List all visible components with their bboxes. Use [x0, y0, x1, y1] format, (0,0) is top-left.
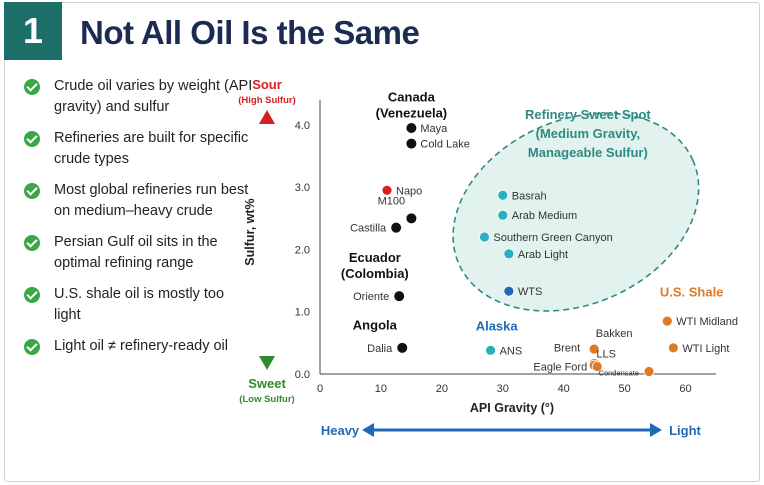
y-tick-label: 2.0	[295, 244, 310, 256]
data-point-label: Arab Medium	[512, 210, 577, 222]
data-point-label: Maya	[420, 123, 448, 135]
y-tick-label: 1.0	[295, 307, 310, 319]
data-point-label: LLS	[596, 348, 616, 360]
light-label: Light	[669, 423, 701, 438]
bullet-list: Crude oil varies by weight (API gravity)…	[24, 76, 254, 367]
data-point	[406, 123, 417, 134]
data-point-label: Condensate	[599, 369, 639, 378]
arrow-right-icon	[650, 423, 662, 437]
sweet-spot-zone	[452, 112, 700, 312]
data-point-label: Brent	[554, 342, 580, 354]
check-circle-icon	[24, 183, 40, 199]
y-tick-label: 4.0	[295, 120, 310, 132]
heavy-label: Heavy	[321, 423, 360, 438]
x-tick-label: 40	[558, 383, 570, 395]
data-point	[479, 231, 490, 243]
bullet-item: Refineries are built for specific crude …	[24, 128, 254, 170]
data-point-label: WTI Light	[682, 343, 729, 355]
data-point-label: WTS	[518, 286, 542, 298]
data-point-label: Basrah	[512, 190, 547, 202]
x-tick-label: 60	[679, 383, 691, 395]
sweet-label: Sweet	[248, 376, 286, 391]
group-label: Canada (Venezuela)	[376, 89, 448, 120]
bullet-text: Most global refineries run best on mediu…	[54, 182, 249, 219]
data-point	[406, 138, 417, 149]
data-point-label: Castilla	[350, 223, 387, 235]
y-tick-label: 0.0	[295, 369, 310, 381]
data-point-label: Eagle Ford	[533, 362, 587, 374]
group-label: U.S. Shale	[660, 284, 724, 299]
data-point	[588, 343, 600, 355]
slide-number-badge: 1	[4, 2, 62, 60]
bullet-text: Light oil ≠ refinery-ready oil	[54, 338, 228, 354]
bullet-item: Persian Gulf oil sits in the optimal ref…	[24, 232, 254, 274]
sweet-sublabel: (Low Sulfur)	[239, 394, 294, 405]
data-point-label: Bakken	[596, 328, 633, 340]
bullet-text: Persian Gulf oil sits in the optimal ref…	[54, 234, 218, 271]
bullet-item: U.S. shale oil is mostly too light	[24, 284, 254, 326]
data-point	[643, 366, 655, 377]
data-point	[503, 248, 515, 260]
sour-sublabel: (High Sulfur)	[238, 95, 296, 106]
data-point	[397, 342, 408, 353]
x-tick-label: 10	[375, 383, 387, 395]
data-point-label: Napo	[396, 185, 422, 197]
bullet-text: Crude oil varies by weight (API gravity)…	[54, 78, 253, 115]
data-point	[497, 189, 509, 201]
check-circle-icon	[24, 79, 40, 95]
group-label: Angola	[353, 317, 398, 332]
data-point	[497, 209, 509, 221]
data-point	[661, 315, 673, 327]
bullet-text: Refineries are built for specific crude …	[54, 130, 249, 167]
bullet-text: U.S. shale oil is mostly too light	[54, 286, 225, 323]
sour-label: Sour	[252, 77, 282, 92]
page-title: Not All Oil Is the Same	[80, 14, 420, 51]
data-point	[381, 184, 393, 196]
x-tick-label: 30	[497, 383, 509, 395]
bullet-item: Crude oil varies by weight (API gravity)…	[24, 76, 254, 118]
group-label: Ecuador (Colombia)	[341, 250, 409, 281]
data-point	[406, 213, 417, 224]
data-point	[591, 361, 603, 372]
arrow-down-icon	[259, 356, 275, 370]
x-tick-label: 50	[618, 383, 630, 395]
bullet-item: Most global refineries run best on mediu…	[24, 180, 254, 222]
check-circle-icon	[24, 287, 40, 303]
data-point-label: M100	[378, 195, 406, 207]
data-point-label: Dalia	[367, 343, 393, 355]
data-point	[394, 291, 405, 302]
data-point-label: Southern Green Canyon	[493, 232, 612, 244]
data-point-label: Oriente	[353, 291, 389, 303]
bullet-item: Light oil ≠ refinery-ready oil	[24, 336, 254, 357]
y-axis-title: Sulfur, wt%	[243, 198, 257, 265]
x-tick-label: 20	[436, 383, 448, 395]
data-point-label: WTI Midland	[676, 316, 738, 328]
data-point-label: Cold Lake	[420, 139, 470, 151]
data-point	[503, 285, 515, 297]
data-point	[667, 342, 679, 354]
check-circle-icon	[24, 235, 40, 251]
data-point-label: ANS	[500, 345, 523, 357]
group-label: Alaska	[476, 319, 519, 334]
check-circle-icon	[24, 131, 40, 147]
arrow-up-icon	[259, 110, 275, 124]
y-tick-label: 3.0	[295, 182, 310, 194]
data-point-label: Arab Light	[518, 249, 568, 261]
x-tick-label: 0	[317, 383, 323, 395]
arrow-left-icon	[362, 423, 374, 437]
x-axis-title: API Gravity (°)	[470, 401, 554, 415]
check-circle-icon	[24, 339, 40, 355]
sweet-spot-label: Refinery Sweet Spot (Medium Gravity, Manag…	[525, 107, 651, 160]
data-point	[485, 344, 496, 356]
data-point	[391, 222, 402, 233]
